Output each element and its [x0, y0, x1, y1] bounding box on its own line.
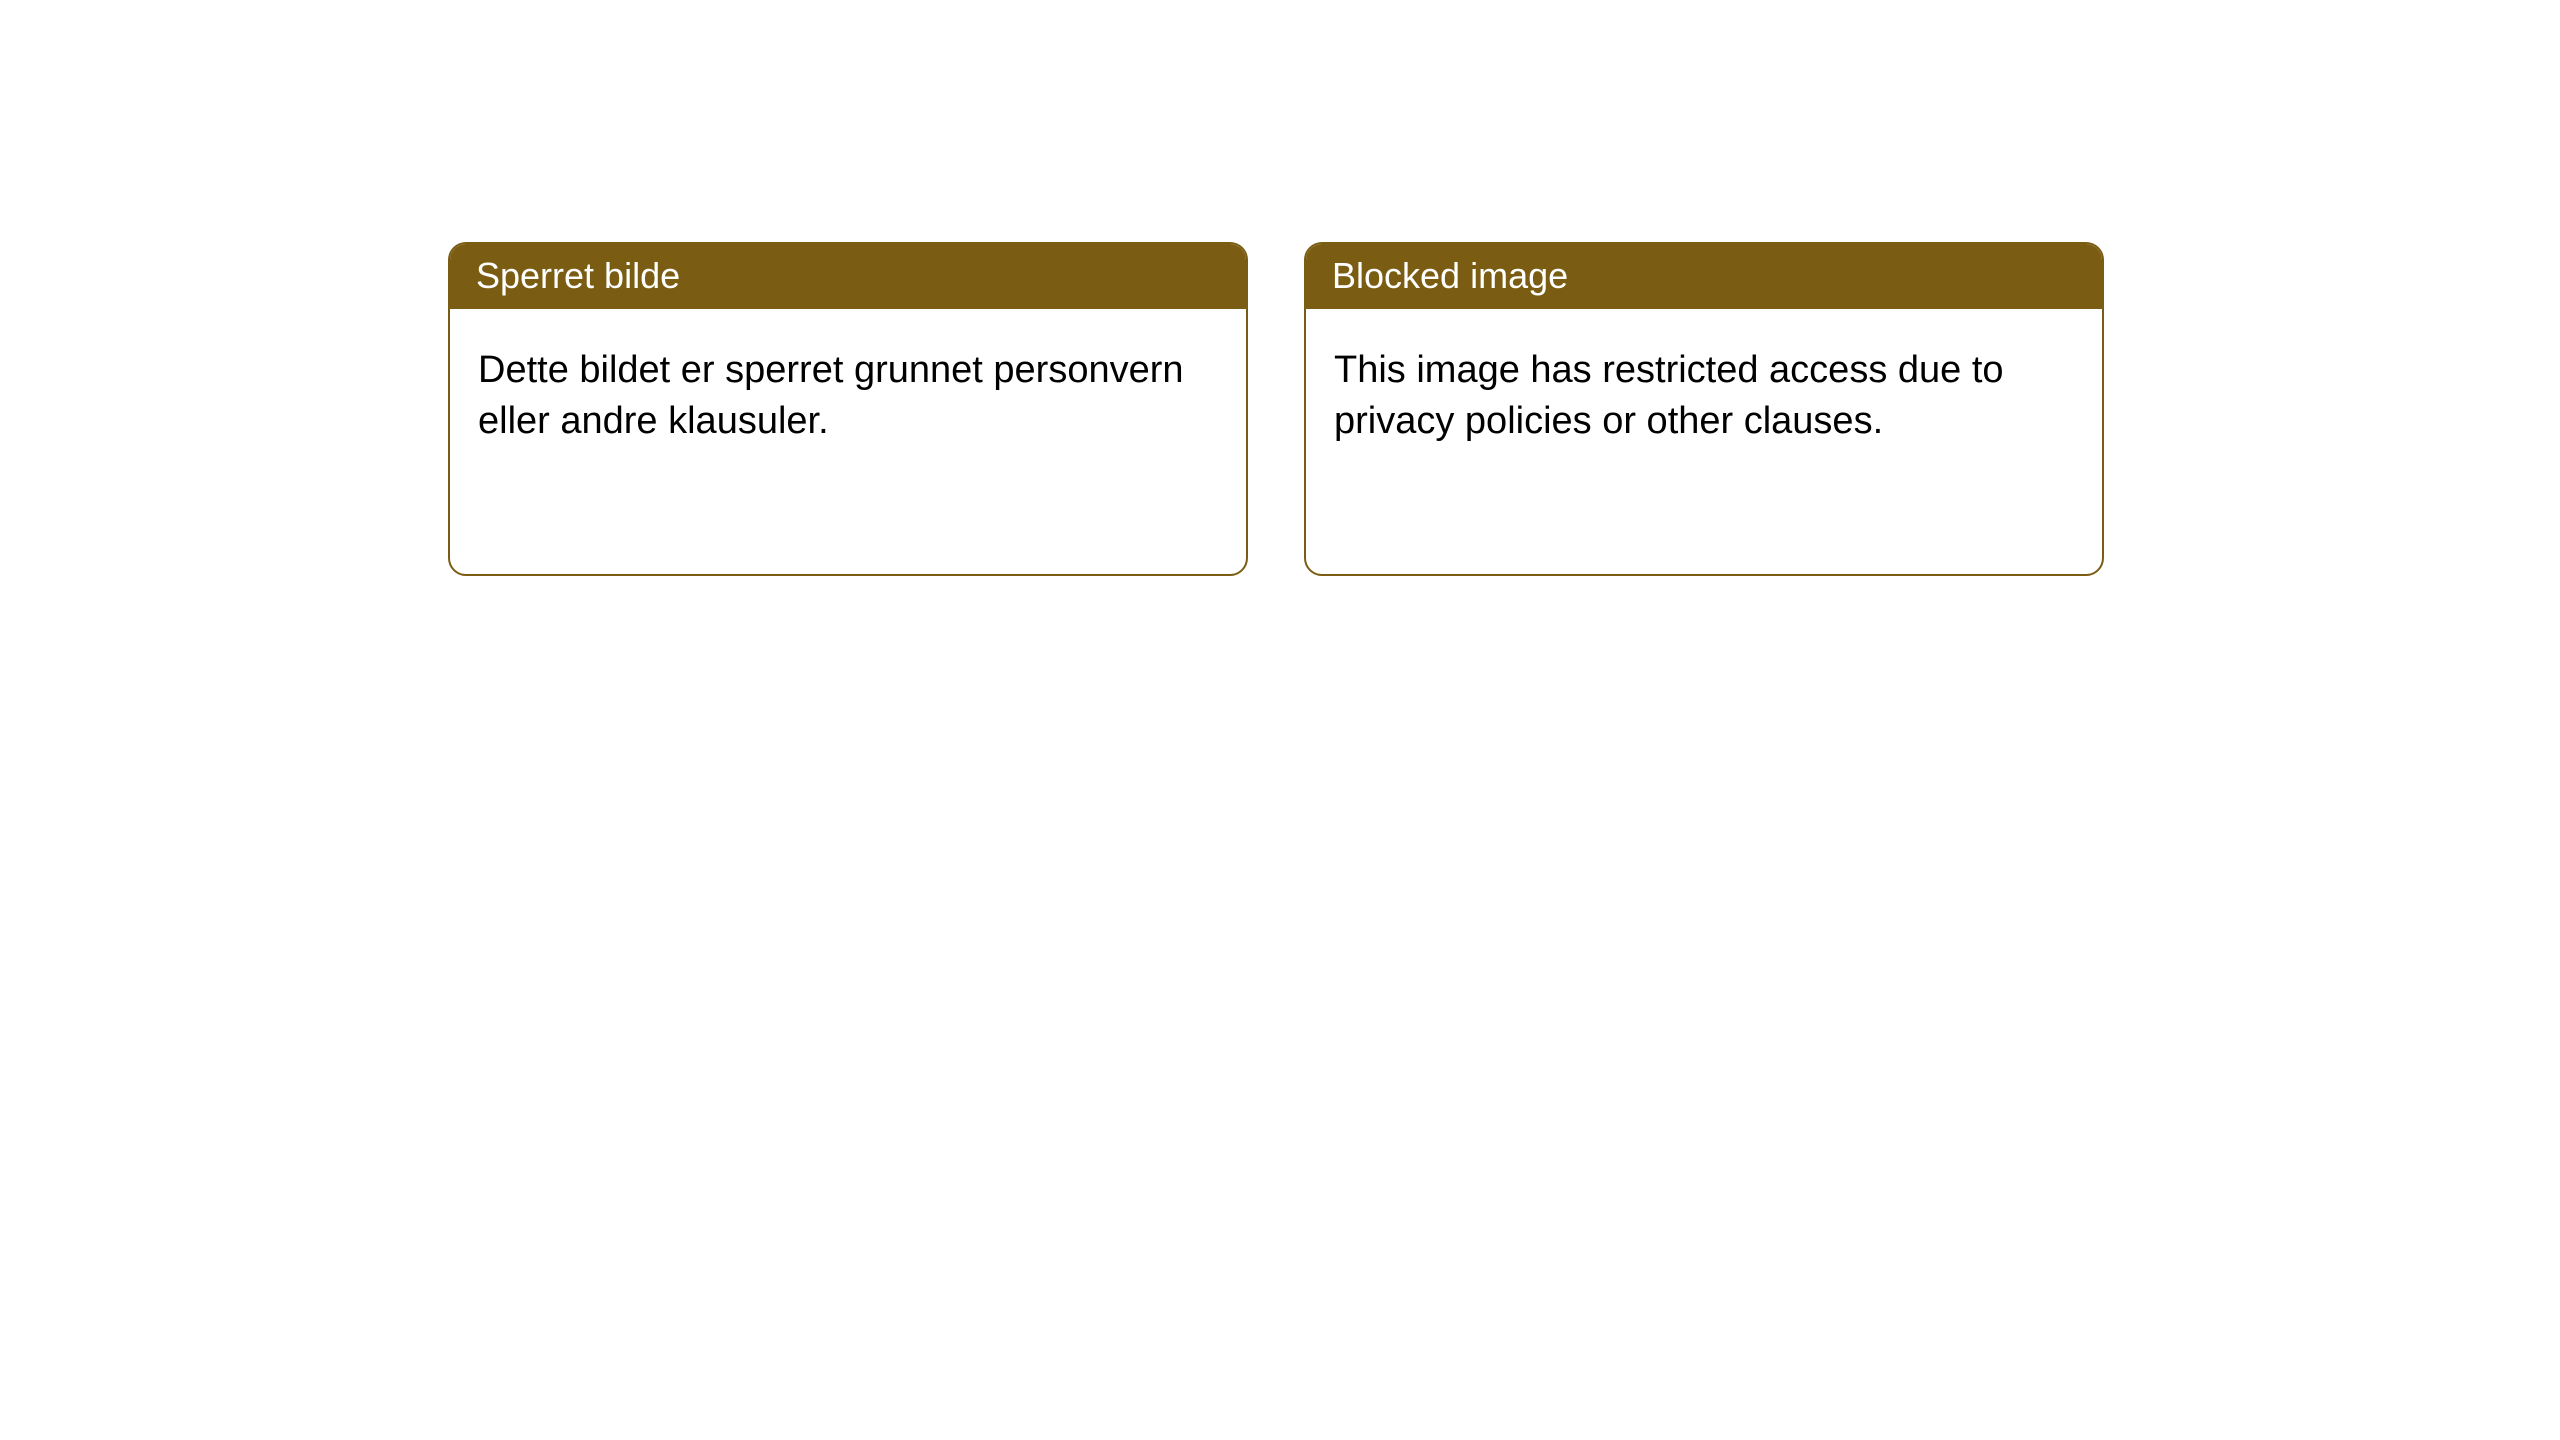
notice-box-english: Blocked image This image has restricted … — [1304, 242, 2104, 576]
notice-box-norwegian: Sperret bilde Dette bildet er sperret gr… — [448, 242, 1248, 576]
notice-body-norwegian: Dette bildet er sperret grunnet personve… — [450, 309, 1246, 475]
notice-body-english: This image has restricted access due to … — [1306, 309, 2102, 475]
notice-title-norwegian: Sperret bilde — [450, 244, 1246, 309]
notice-container: Sperret bilde Dette bildet er sperret gr… — [0, 0, 2560, 576]
notice-title-english: Blocked image — [1306, 244, 2102, 309]
